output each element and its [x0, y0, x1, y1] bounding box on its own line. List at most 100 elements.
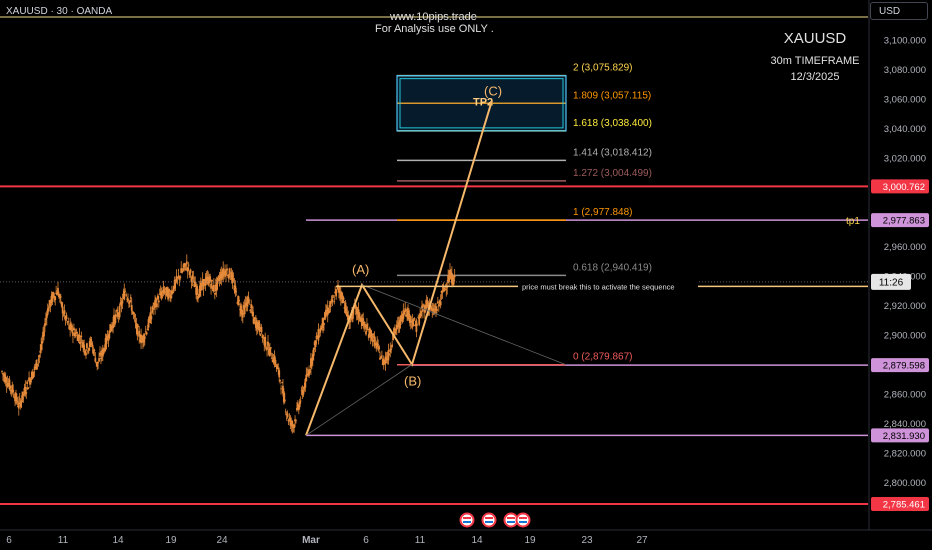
info-timeframe: 30m TIMEFRAME [770, 55, 860, 67]
candle-body [243, 304, 246, 315]
candle-body [114, 316, 116, 325]
wave-label-c: (C) [484, 83, 502, 98]
candle-body [238, 299, 240, 302]
candle-body [367, 334, 370, 338]
candle-body [86, 343, 88, 349]
candle-body [298, 401, 301, 407]
candle-body [413, 318, 416, 320]
x-tick-label: 11 [58, 535, 69, 546]
candle-body [194, 281, 197, 287]
candle-body [158, 293, 161, 295]
candle-body [292, 426, 295, 428]
candle-body [249, 309, 252, 312]
candle-body [54, 296, 57, 301]
wave-baseline [305, 364, 413, 436]
candle-body [381, 359, 384, 366]
candle-body [72, 332, 74, 336]
y-tick-label: 3,080.000 [884, 65, 926, 76]
candle-body [59, 296, 62, 298]
candle-body [254, 321, 257, 328]
candle-body [438, 300, 441, 304]
candle-body [44, 323, 46, 327]
candle-body [123, 290, 126, 300]
candle-body [246, 298, 249, 307]
price-axis[interactable]: 3,100.000 3,080.000 3,060.000 3,040.000 3,02… [884, 36, 926, 490]
x-tick-label: 23 [581, 535, 593, 546]
candle-body [247, 296, 250, 304]
candle-body [365, 331, 367, 335]
time-axis[interactable]: 6 11 14 19 24 Mar 6 11 14 19 23 27 [6, 512, 648, 547]
y-tick-label: 2,800.000 [884, 478, 926, 489]
fib-label-1.272: 1.272 (3,004.499) [573, 168, 652, 179]
candle-body [391, 344, 394, 347]
candle-body [141, 340, 143, 342]
candle-body [71, 325, 73, 332]
candle-body [66, 321, 69, 323]
candle-body [327, 310, 330, 314]
candle-body [121, 300, 124, 304]
candle-body [52, 292, 55, 297]
candle-body [321, 323, 324, 329]
x-tick-label: 6 [6, 535, 12, 546]
candle-body [276, 365, 279, 369]
candle-body [227, 274, 230, 279]
candle-body [395, 324, 398, 330]
candle-body [134, 320, 137, 323]
candle-body [162, 286, 165, 294]
candle-body [184, 263, 186, 266]
candle-body [156, 303, 158, 308]
candle-body [213, 293, 216, 295]
candle-body [199, 282, 202, 291]
candle-body [373, 335, 376, 347]
candle-body [399, 315, 402, 325]
price-tag-3: 2,831.930 [883, 431, 925, 442]
candle-body [333, 301, 336, 303]
candle-body [119, 302, 122, 305]
candle-body [397, 321, 400, 328]
currency-button[interactable]: USD [870, 2, 928, 20]
candle-body [14, 397, 16, 402]
y-tick-label: 2,920.000 [884, 301, 926, 312]
candle-body [72, 327, 75, 330]
candle-body [186, 267, 189, 272]
candle-body [285, 413, 288, 415]
last-price-tag-bg [871, 273, 911, 290]
candle-body [163, 289, 166, 294]
candle-body [116, 312, 119, 317]
candle-body [75, 332, 78, 333]
candle-body [310, 358, 312, 368]
candle-body [419, 314, 422, 318]
candle-body [198, 285, 201, 296]
candle-body [88, 341, 91, 348]
candle-body [240, 306, 242, 314]
candle-body [190, 278, 193, 283]
candle-body [11, 385, 14, 393]
candle-body [140, 334, 142, 344]
candle-body [214, 284, 217, 291]
candle-body [118, 306, 121, 318]
price-tag-bg-1 [871, 213, 929, 228]
candle-body [308, 370, 310, 376]
fibonacci-extension: 2 (3,075.829) 1.809 (3,057.115) 1.618 (3,0… [396, 63, 652, 366]
candle-body [86, 351, 89, 353]
candle-body [111, 325, 114, 329]
candle-body [361, 320, 364, 326]
candle-body [223, 271, 226, 274]
candle-body [31, 371, 34, 379]
candle-body [180, 268, 183, 273]
candle-body [235, 291, 238, 293]
candle-body [326, 307, 329, 316]
candle-body [185, 261, 188, 265]
candle-body [318, 335, 321, 337]
candle-body [271, 359, 274, 363]
candle-body [187, 264, 190, 266]
candle-body [4, 376, 7, 383]
candle-body [128, 302, 130, 304]
candle-body [135, 323, 138, 329]
candle-body [260, 326, 263, 333]
candle-body [129, 297, 132, 299]
candle-body [63, 310, 66, 314]
candle-body [433, 311, 436, 314]
candle-body [182, 268, 184, 271]
